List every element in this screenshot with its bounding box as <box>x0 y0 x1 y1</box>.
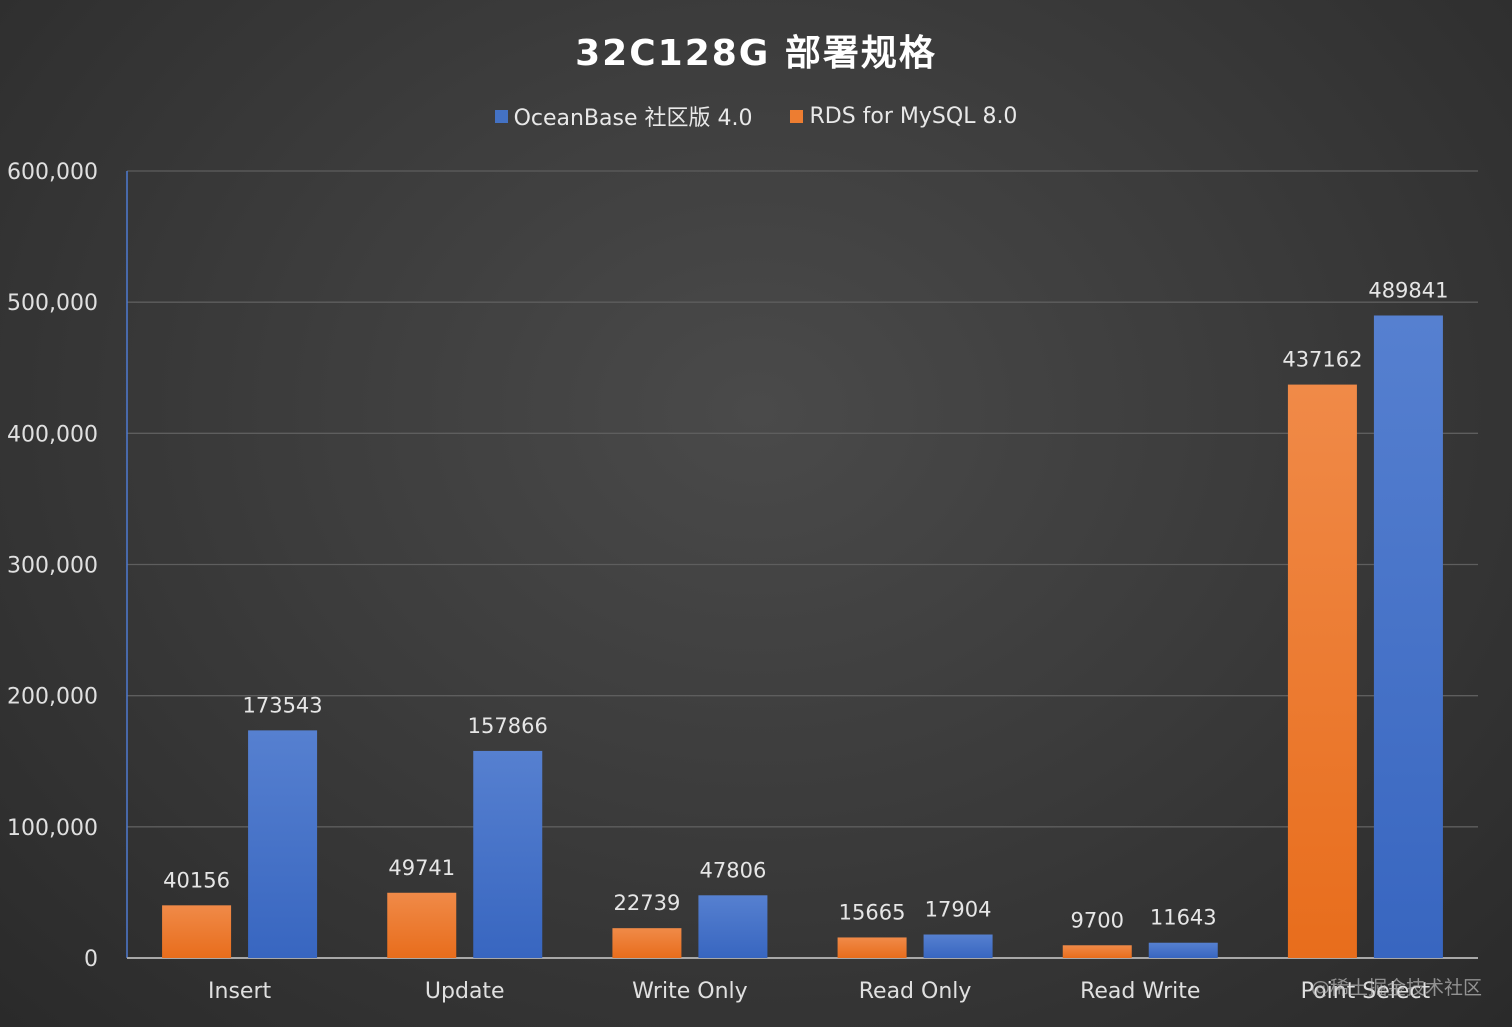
bar-rds-insert <box>162 905 232 958</box>
legend-swatch-oceanbase <box>494 109 508 123</box>
legend-entry-rds: RDS for MySQL 8.0 <box>790 100 1017 132</box>
y-tick-label: 500,000 <box>7 291 98 316</box>
y-tick-label: 400,000 <box>7 422 98 447</box>
legend-label-oceanbase: OceanBase 社区版 4.0 <box>513 106 753 131</box>
y-tick-label: 100,000 <box>7 816 98 841</box>
data-label-oceanbase: 489841 <box>1368 278 1448 302</box>
data-label-rds: 49741 <box>388 856 455 880</box>
bar-rds-point-select <box>1287 384 1357 958</box>
y-tick-label: 200,000 <box>7 685 98 710</box>
legend-entry-oceanbase: OceanBase 社区版 4.0 <box>494 100 753 132</box>
data-label-oceanbase: 17904 <box>925 898 992 922</box>
data-label-rds: 437162 <box>1282 348 1362 372</box>
chart-title: 32C128G 部署规格 <box>575 33 937 74</box>
data-label-oceanbase: 173543 <box>242 693 322 717</box>
data-label-oceanbase: 157866 <box>468 714 548 738</box>
bar-rds-read-only <box>837 937 907 958</box>
data-label-oceanbase: 47806 <box>700 858 767 882</box>
y-tick-label: 300,000 <box>7 554 98 579</box>
x-category-label: Point Select <box>1301 979 1431 1004</box>
data-label-rds: 22739 <box>614 891 681 915</box>
bar-rds-read-write <box>1062 945 1132 958</box>
bar-oceanbase-write-only <box>698 895 768 958</box>
y-tick-label: 0 <box>84 947 98 972</box>
data-label-rds: 40156 <box>163 868 230 892</box>
legend-label-rds: RDS for MySQL 8.0 <box>809 103 1018 129</box>
x-category-label: Insert <box>208 979 271 1004</box>
x-category-label: Update <box>425 979 505 1004</box>
legend-swatch-rds <box>790 109 804 123</box>
data-label-rds: 9700 <box>1071 908 1124 932</box>
x-category-label: Read Only <box>859 979 972 1004</box>
bar-oceanbase-update <box>473 750 543 958</box>
x-category-label: Read Write <box>1080 979 1200 1004</box>
data-label-oceanbase: 11643 <box>1150 906 1217 930</box>
data-label-rds: 15665 <box>839 900 906 924</box>
bar-oceanbase-insert <box>248 730 318 958</box>
bar-rds-update <box>387 892 457 958</box>
bar-oceanbase-read-only <box>923 934 993 958</box>
watermark: @稀土掘金技术社区 <box>1311 977 1482 999</box>
bar-oceanbase-point-select <box>1373 315 1443 958</box>
legend: OceanBase 社区版 4.0 RDS for MySQL 8.0 <box>0 100 1512 132</box>
bar-oceanbase-read-write <box>1148 942 1218 958</box>
y-tick-label: 600,000 <box>7 160 98 185</box>
bar-rds-write-only <box>612 928 682 958</box>
x-category-label: Write Only <box>632 979 747 1004</box>
